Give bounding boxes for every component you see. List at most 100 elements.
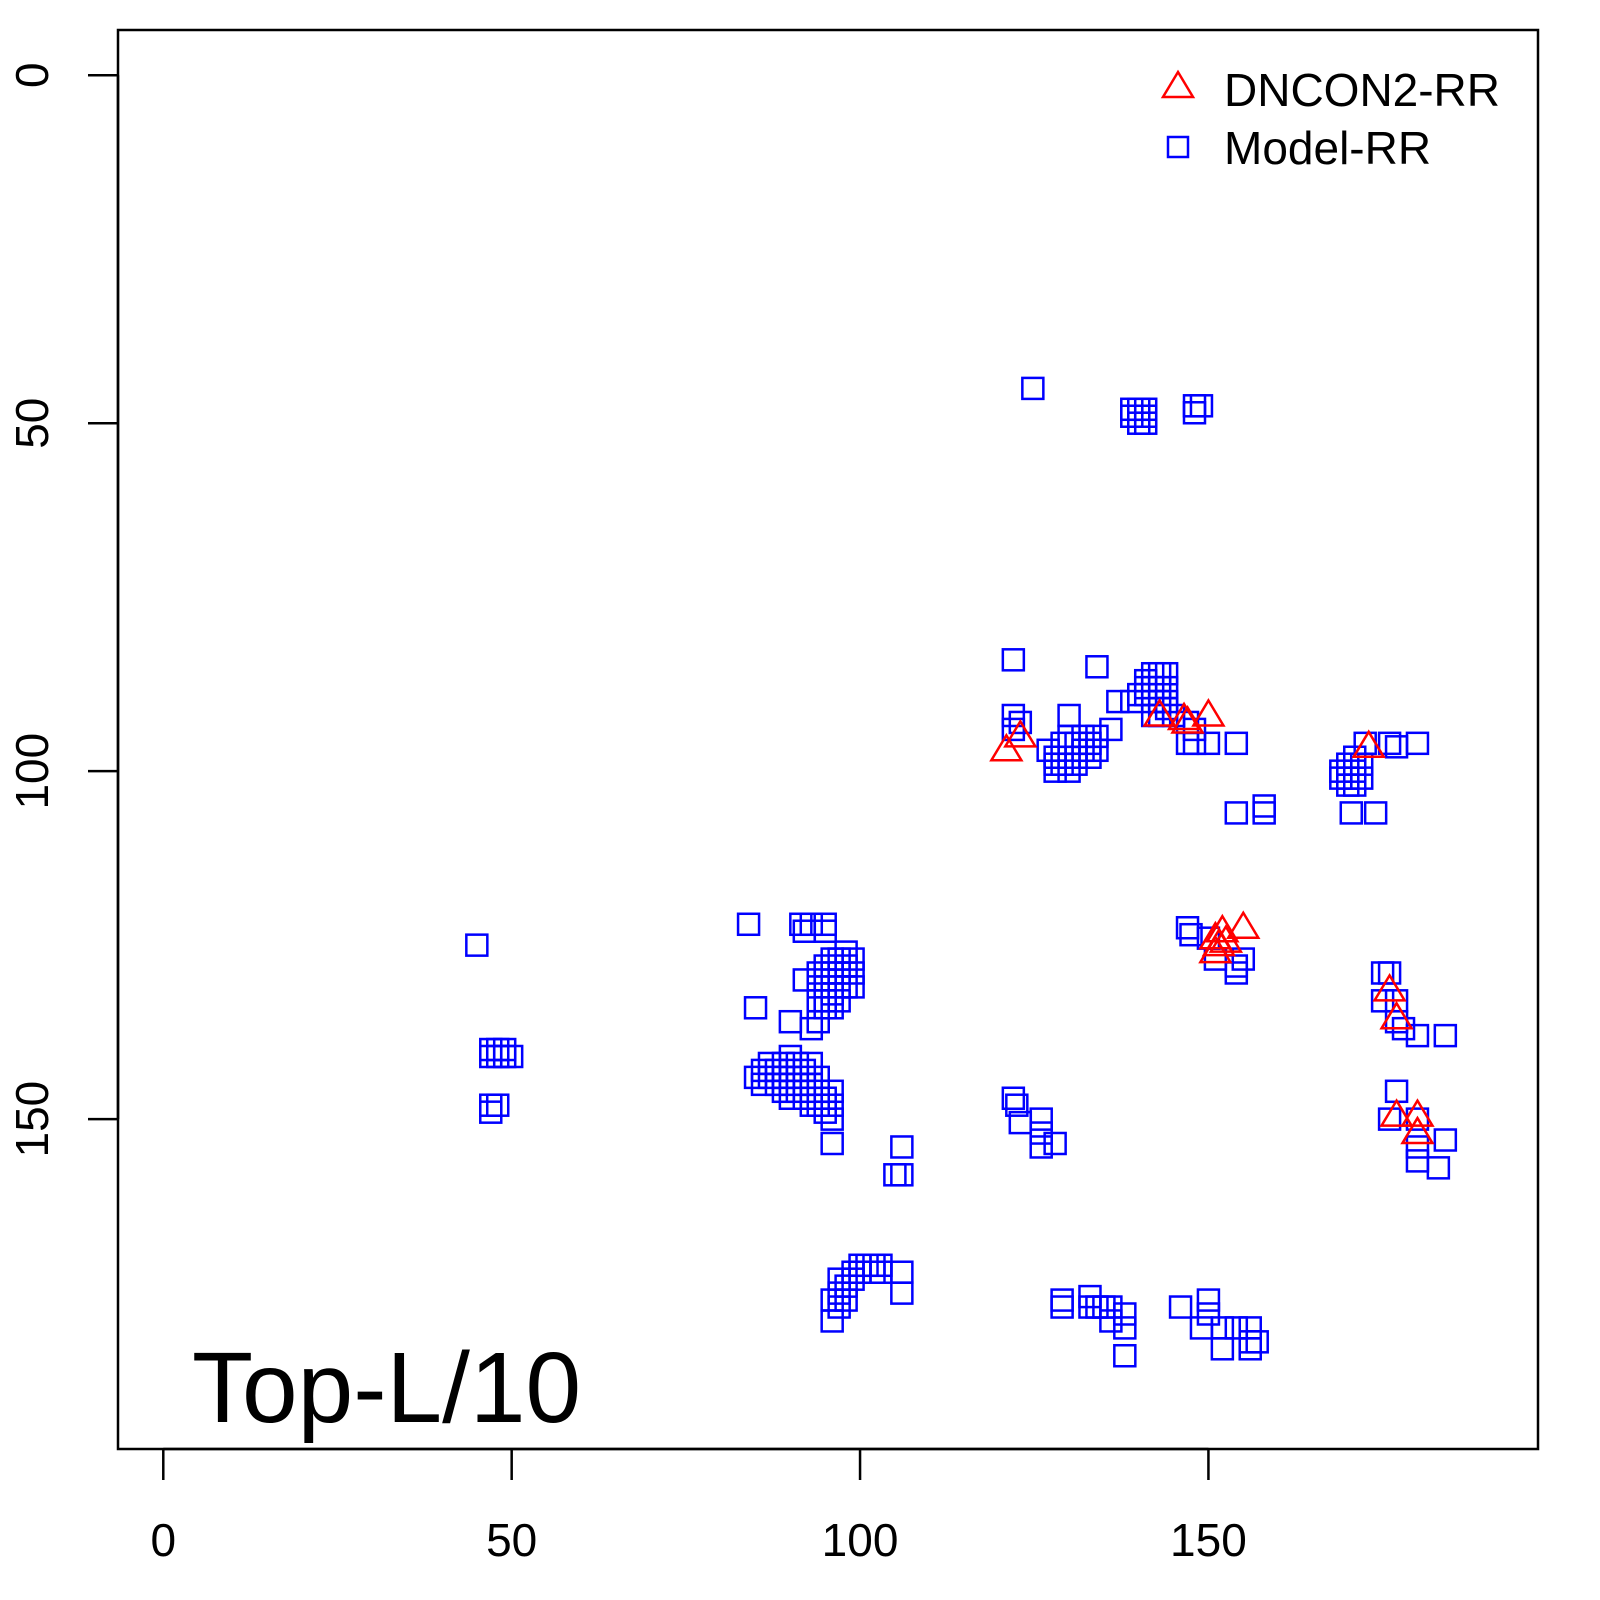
model-rr-point	[1064, 731, 1088, 756]
dncon2-rr-point	[1372, 972, 1407, 1002]
model-rr-point	[1182, 401, 1207, 425]
model-rr-point	[806, 1079, 830, 1104]
model-rr-point	[1426, 1156, 1451, 1180]
model-rr-point	[862, 1260, 886, 1284]
model-rr-point	[485, 1037, 510, 1062]
model-rr-point	[827, 975, 851, 999]
model-rr-point	[492, 1044, 517, 1069]
model-rr-point	[1057, 759, 1081, 783]
model-rr-point	[799, 1051, 824, 1076]
model-rr-point	[743, 996, 768, 1020]
model-rr-point	[1336, 773, 1360, 797]
model-rr-point	[820, 982, 844, 1006]
model-rr-point	[778, 1072, 803, 1097]
model-rr-point	[1189, 394, 1214, 418]
model-rr-point	[1127, 404, 1151, 428]
model-rr-point	[479, 1100, 503, 1124]
model-rr-point	[799, 1093, 824, 1117]
model-rr-point	[1349, 766, 1374, 790]
model-rr-point	[890, 1135, 914, 1159]
model-rr-point	[1133, 404, 1158, 428]
y-tick-label: 100	[6, 733, 58, 810]
model-rr-point	[778, 1009, 803, 1034]
model-rr-point	[1021, 376, 1045, 401]
model-rr-point	[792, 968, 817, 992]
model-rr-point	[1001, 703, 1026, 728]
model-rr-point	[479, 1037, 503, 1062]
model-rr-point	[1224, 731, 1249, 756]
model-rr-point	[1363, 801, 1388, 825]
model-rr-point	[1036, 738, 1060, 763]
model-rr-point	[465, 933, 489, 957]
model-rr-point	[806, 975, 830, 999]
model-rr-point	[750, 1058, 775, 1083]
model-rr-point	[1106, 689, 1130, 714]
dncon2-rr-point	[1400, 1115, 1435, 1145]
model-rr-point	[764, 1072, 789, 1097]
model-rr-point	[1050, 1288, 1074, 1312]
model-rr-point	[890, 1163, 914, 1187]
model-rr-point	[869, 1253, 893, 1278]
model-rr-point	[1343, 759, 1367, 783]
model-rr-point	[1377, 731, 1402, 756]
model-rr-point	[841, 1260, 865, 1284]
model-rr-point	[1120, 689, 1144, 714]
model-rr-point	[834, 1274, 858, 1298]
model-rr-point	[1252, 801, 1276, 825]
y-axis: 0 50 100 150	[6, 62, 120, 1158]
model-rr-point	[792, 1058, 817, 1083]
model-rr-point	[834, 975, 858, 999]
model-rr-point	[1405, 1023, 1430, 1048]
model-rr-point	[792, 1086, 817, 1111]
model-rr-point	[1175, 731, 1200, 756]
plot-frame	[116, 28, 1540, 1451]
dncon2-rr-point	[1170, 705, 1205, 734]
model-rr-point	[1140, 675, 1165, 700]
model-rr-point	[499, 1044, 524, 1069]
model-rr-point	[757, 1051, 782, 1076]
model-rr-point	[1182, 394, 1207, 418]
model-rr-point	[1120, 404, 1144, 428]
model-rr-point	[479, 1044, 503, 1069]
model-rr-point	[1064, 745, 1088, 769]
model-rr-point	[1078, 731, 1102, 756]
model-rr-point	[785, 1065, 810, 1090]
annotation-top-l10: Top-L/10	[192, 1332, 581, 1444]
model-rr-point	[1008, 710, 1033, 735]
model-rr-point	[1001, 1086, 1026, 1111]
model-rr-point	[890, 1260, 914, 1284]
model-rr-point	[764, 1058, 789, 1083]
model-rr-point	[813, 912, 837, 937]
model-rr-point	[1078, 745, 1102, 769]
model-rr-point	[862, 1253, 886, 1278]
model-rr-point	[1329, 766, 1353, 790]
model-rr-point	[1343, 773, 1367, 797]
model-rr-point	[799, 912, 824, 937]
model-rr-point	[813, 968, 837, 992]
model-rr-point	[771, 1079, 796, 1104]
model-rr-point	[813, 1100, 837, 1124]
model-rr-point	[1071, 738, 1095, 763]
model-rr-point	[1133, 668, 1158, 693]
model-rr-point	[1050, 1295, 1074, 1319]
model-rr-point	[1405, 1149, 1430, 1173]
model-rr-point	[1099, 717, 1123, 742]
model-rr-point	[1043, 745, 1067, 769]
y-tick-label: 50	[6, 398, 58, 449]
model-rr-point	[1029, 1135, 1053, 1159]
dncon2-rr-point	[989, 732, 1024, 762]
model-rr-point	[890, 1281, 914, 1305]
model-rr-point	[1224, 961, 1249, 985]
x-tick-label: 50	[486, 1514, 537, 1566]
model-rr-point	[813, 1086, 837, 1111]
model-rr-point	[806, 1009, 830, 1034]
model-rr-point	[1238, 1316, 1262, 1340]
model-rr-point	[1252, 794, 1276, 818]
y-tick-label: 150	[6, 1081, 58, 1158]
model-rr-point	[799, 1072, 824, 1097]
model-rr-point	[820, 1093, 844, 1117]
model-rr-point	[1133, 411, 1158, 435]
model-rr-point	[1377, 961, 1402, 985]
model-rr-point	[820, 996, 844, 1020]
model-rr-point	[1133, 675, 1158, 700]
